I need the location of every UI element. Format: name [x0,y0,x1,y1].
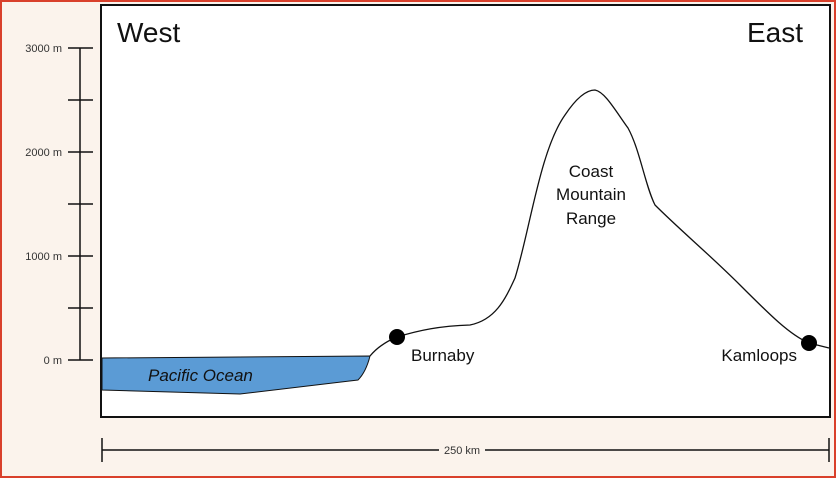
range-label-line-2: Mountain [556,185,626,204]
distance-scale-label: 250 km [444,445,480,457]
ocean-label: Pacific Ocean [148,366,253,385]
west-label: West [117,17,180,48]
kamloops-marker [801,335,817,351]
tick-label-0: 0 m [44,355,62,367]
kamloops-label: Kamloops [721,346,797,365]
burnaby-marker [389,329,405,345]
range-label-line-3: Range [566,209,616,228]
burnaby-label: Burnaby [411,346,475,365]
tick-label-1000: 1000 m [25,251,62,263]
elevation-axis [68,47,93,361]
pacific-ocean-shape [101,355,371,395]
tick-label-3000: 3000 m [25,43,62,55]
east-label: East [747,17,803,48]
terrain-profile-line [369,89,830,357]
plot-panel [100,4,831,418]
scale-label-background [439,443,485,457]
range-label-line-1: Coast [569,162,614,181]
tick-label-2000: 2000 m [25,147,62,159]
